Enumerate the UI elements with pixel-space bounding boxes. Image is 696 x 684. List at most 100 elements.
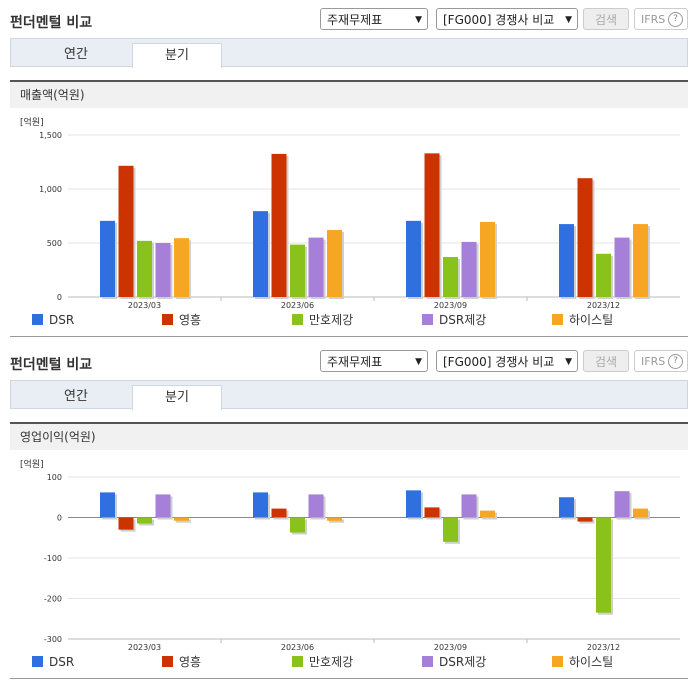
peer-group-value: [FG000] 경쟁사 비교 [443, 355, 555, 369]
bar-하이스틸-2023/03 [174, 238, 189, 297]
x-tick-label: 2023/12 [587, 301, 620, 310]
peer-group-value: [FG000] 경쟁사 비교 [443, 13, 555, 27]
ifrs-button[interactable]: IFRS ? [634, 350, 688, 372]
y-tick-label: -300 [44, 635, 62, 644]
statement-type-select[interactable]: 주재무제표 ▼ [320, 8, 428, 30]
fundamental-panel-sales: 펀더멘털 비교 주재무제표 ▼ [FG000] 경쟁사 비교 ▼ 검색 IFRS… [10, 8, 688, 337]
section-title: 매출액(억원) [10, 80, 688, 108]
bar-하이스틸-2023/09 [480, 510, 495, 518]
bar-DSR-2023/09 [406, 490, 421, 518]
divider [10, 336, 688, 337]
bar-만호제강-2023/03 [137, 240, 152, 297]
bar-DSR-2023/06 [253, 211, 268, 297]
period-tabs: 연간 분기 [10, 38, 688, 68]
bar-만호제강-2023/06 [290, 244, 305, 297]
bar-shadow [329, 519, 344, 523]
unit-label: [억원] [20, 458, 44, 470]
bar-만호제강-2023/09 [443, 517, 458, 542]
help-icon[interactable]: ? [668, 12, 683, 27]
x-tick-label: 2023/09 [434, 643, 467, 652]
chevron-down-icon: ▼ [565, 357, 572, 367]
legend-label: DSR [49, 313, 74, 327]
panel-title: 펀더멘털 비교 [10, 357, 93, 373]
search-button[interactable]: 검색 [583, 8, 629, 30]
bar-영흥-2023/03 [118, 165, 134, 297]
legend-label: 만호제강 [309, 655, 353, 669]
legend-swatch [32, 314, 43, 325]
tab-quarterly[interactable]: 분기 [132, 385, 222, 410]
legend-swatch [552, 314, 563, 325]
x-tick-label: 2023/09 [434, 301, 467, 310]
bar-영흥-2023/03 [118, 517, 134, 530]
peer-group-select[interactable]: [FG000] 경쟁사 비교 ▼ [436, 350, 578, 372]
bar-DSR-2023/06 [253, 492, 268, 518]
legend-swatch [552, 656, 563, 667]
y-tick-label: -200 [44, 595, 62, 604]
x-tick-label: 2023/06 [281, 643, 314, 652]
tab-annual[interactable]: 연간 [64, 389, 88, 404]
y-tick-label: 1,500 [39, 131, 62, 140]
chevron-down-icon: ▼ [565, 15, 572, 25]
bar-영흥-2023/12 [577, 178, 593, 297]
y-tick-label: 0 [57, 293, 62, 302]
bar-만호제강-2023/03 [137, 517, 152, 524]
bar-만호제강-2023/06 [290, 517, 305, 533]
bar-하이스틸-2023/06 [327, 517, 342, 521]
panel-title: 펀더멘털 비교 [10, 15, 93, 31]
bar-하이스틸-2023/03 [174, 517, 189, 521]
sales-bar-chart: [억원] 0 500 1,000 1,500 2023/03 2023/06 2023/09 2… [20, 116, 680, 327]
ifrs-label: IFRS [641, 355, 666, 368]
chevron-down-icon: ▼ [415, 15, 422, 25]
bar-영흥-2023/06 [271, 508, 287, 518]
legend-label: 하이스틸 [569, 313, 613, 327]
bar-DSR제강-2023/12 [614, 237, 630, 297]
bar-DSR-2023/03 [100, 492, 115, 518]
tab-annual[interactable]: 연간 [64, 47, 88, 62]
bar-DSR제강-2023/09 [461, 494, 477, 518]
operating-profit-bar-chart: [억원] -300 -200 -100 0 100 2023/03 2023/06 2023/0… [20, 458, 680, 669]
bar-shadow [176, 519, 191, 523]
legend-label: 영흥 [179, 655, 201, 669]
legend-swatch [292, 314, 303, 325]
legend-label: 하이스틸 [569, 655, 613, 669]
statement-type-select[interactable]: 주재무제표 ▼ [320, 350, 428, 372]
legend-label: DSR제강 [439, 655, 486, 669]
legend-label: DSR [49, 655, 74, 669]
y-tick-label: 1,000 [39, 185, 62, 194]
bar-DSR-2023/12 [559, 224, 574, 297]
y-tick-label: -100 [44, 554, 62, 563]
unit-label: [억원] [20, 116, 44, 128]
bar-DSR제강-2023/06 [308, 494, 324, 518]
legend-label: 영흥 [179, 313, 201, 327]
legend-swatch [422, 314, 433, 325]
x-tick-label: 2023/03 [128, 643, 161, 652]
bar-하이스틸-2023/12 [633, 508, 648, 518]
y-tick-label: 100 [47, 473, 62, 482]
x-tick-label: 2023/03 [128, 301, 161, 310]
bar-DSR제강-2023/09 [461, 241, 477, 297]
bar-DSR제강-2023/12 [614, 491, 630, 518]
legend-label: 만호제강 [309, 313, 353, 327]
bar-영흥-2023/09 [424, 153, 440, 297]
x-tick-label: 2023/12 [587, 643, 620, 652]
bar-만호제강-2023/12 [596, 517, 611, 613]
legend-swatch [292, 656, 303, 667]
bar-영흥-2023/09 [424, 507, 440, 518]
bar-하이스틸-2023/12 [633, 224, 648, 297]
bar-하이스틸-2023/06 [327, 230, 342, 297]
legend-swatch [162, 314, 173, 325]
legend-swatch [162, 656, 173, 667]
x-tick-label: 2023/06 [281, 301, 314, 310]
statement-type-value: 주재무제표 [327, 13, 383, 27]
chevron-down-icon: ▼ [415, 357, 422, 367]
ifrs-button[interactable]: IFRS ? [634, 8, 688, 30]
help-icon[interactable]: ? [668, 354, 683, 369]
bar-하이스틸-2023/09 [480, 221, 495, 297]
peer-group-select[interactable]: [FG000] 경쟁사 비교 ▼ [436, 8, 578, 30]
bar-만호제강-2023/12 [596, 253, 611, 297]
section-title: 영업이익(억원) [10, 422, 688, 450]
search-button[interactable]: 검색 [583, 350, 629, 372]
y-tick-label: 0 [57, 514, 62, 523]
bar-DSR제강-2023/03 [155, 243, 171, 297]
tab-quarterly[interactable]: 분기 [132, 43, 222, 68]
